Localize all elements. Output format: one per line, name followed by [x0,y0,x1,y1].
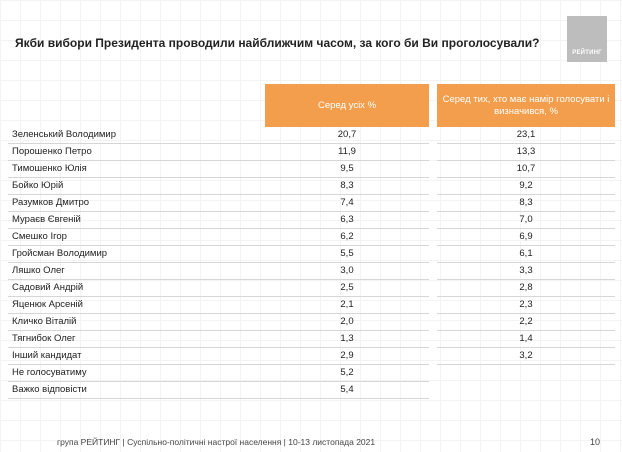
value-all-respondents: 20,7 [265,127,429,144]
candidate-name: Разумков Дмитро [8,194,265,212]
column-gap [429,195,437,212]
candidate-name: Яценюк Арсеній [8,296,265,314]
column-gap [429,229,437,246]
value-decided-voters: 3,2 [437,347,615,365]
table-row: Порошенко Петро 11,9 13,3 [8,143,615,161]
value-all-respondents: 9,5 [265,160,429,178]
header-decided-voters: Серед тих, хто має намір голосувати і ви… [437,84,615,127]
candidate-name: Садовий Андрій [8,279,265,297]
value-all-respondents: 5,4 [265,381,429,399]
value-decided-voters: 7,0 [437,211,615,229]
column-gap [429,161,437,178]
table-row: Бойко Юрій 8,3 9,2 [8,177,615,195]
value-all-respondents: 2,1 [265,296,429,314]
table-row: Важко відповісти 5,4 [8,381,615,399]
footer-source: група РЕЙТИНГ | Суспільно-політичні наст… [57,437,376,447]
value-decided-voters: 13,3 [437,143,615,161]
candidate-name: Тимошенко Юлія [8,160,265,178]
candidate-name: Тягнибок Олег [8,330,265,348]
value-decided-voters: 3,3 [437,262,615,280]
value-decided-voters [437,382,615,399]
header-gap [429,84,437,127]
value-decided-voters [437,365,615,382]
candidate-name: Не голосуватиму [8,364,265,382]
value-decided-voters: 23,1 [437,127,615,144]
table-row: Гройсман Володимир 5,5 6,1 [8,245,615,263]
table-row: Разумков Дмитро 7,4 8,3 [8,194,615,212]
column-gap [429,263,437,280]
header-all-respondents: Серед усіх % [265,84,429,127]
value-all-respondents: 11,9 [265,143,429,161]
results-table: Серед усіх % Серед тих, хто має намір го… [8,84,615,399]
candidate-name: Мураєв Євгеній [8,211,265,229]
page-number: 10 [590,437,601,447]
table-row: Садовий Андрій 2,5 2,8 [8,279,615,297]
value-decided-voters: 6,9 [437,228,615,246]
candidate-name: Інший кандидат [8,347,265,365]
candidate-name: Зеленський Володимир [8,127,265,144]
table-row: Не голосуватиму 5,2 [8,364,615,382]
table-row: Інший кандидат 2,9 3,2 [8,347,615,365]
value-decided-voters: 9,2 [437,177,615,195]
column-gap [429,348,437,365]
value-decided-voters: 2,3 [437,296,615,314]
value-all-respondents: 5,2 [265,364,429,382]
column-gap [429,365,437,382]
candidate-name: Гройсман Володимир [8,245,265,263]
value-all-respondents: 1,3 [265,330,429,348]
candidate-name: Важко відповісти [8,381,265,399]
table-header-row: Серед усіх % Серед тих, хто має намір го… [8,84,615,127]
table-row: Яценюк Арсеній 2,1 2,3 [8,296,615,314]
column-gap [429,331,437,348]
logo-text: РЕЙТИНГ [572,50,602,56]
header-blank-cell [8,84,265,127]
value-all-respondents: 7,4 [265,194,429,212]
column-gap [429,246,437,263]
column-gap [429,280,437,297]
column-gap [429,178,437,195]
value-all-respondents: 2,9 [265,347,429,365]
table-row: Ляшко Олег 3,0 3,3 [8,262,615,280]
table-body: Зеленський Володимир 20,7 23,1 Порошенко Пе… [8,127,615,399]
column-gap [429,382,437,399]
value-all-respondents: 8,3 [265,177,429,195]
column-gap [429,314,437,331]
value-all-respondents: 2,5 [265,279,429,297]
value-decided-voters: 6,1 [437,245,615,263]
table-row: Тягнибок Олег 1,3 1,4 [8,330,615,348]
column-gap [429,212,437,229]
column-gap [429,144,437,161]
value-decided-voters: 2,8 [437,279,615,297]
column-gap [429,297,437,314]
value-all-respondents: 2,0 [265,313,429,331]
rating-logo: РЕЙТИНГ [567,16,607,62]
candidate-name: Ляшко Олег [8,262,265,280]
table-row: Зеленський Володимир 20,7 23,1 [8,127,615,144]
candidate-name: Смешко Ігор [8,228,265,246]
table-row: Смешко Ігор 6,2 6,9 [8,228,615,246]
table-row: Тимошенко Юлія 9,5 10,7 [8,160,615,178]
candidate-name: Бойко Юрій [8,177,265,195]
value-decided-voters: 10,7 [437,160,615,178]
column-gap [429,127,437,144]
value-all-respondents: 6,3 [265,211,429,229]
candidate-name: Кличко Віталій [8,313,265,331]
table-row: Мураєв Євгеній 6,3 7,0 [8,211,615,229]
value-decided-voters: 8,3 [437,194,615,212]
value-all-respondents: 6,2 [265,228,429,246]
value-all-respondents: 5,5 [265,245,429,263]
value-decided-voters: 2,2 [437,313,615,331]
page-title: Якби вибори Президента проводили найближ… [15,36,540,50]
value-all-respondents: 3,0 [265,262,429,280]
table-row: Кличко Віталій 2,0 2,2 [8,313,615,331]
candidate-name: Порошенко Петро [8,143,265,161]
value-decided-voters: 1,4 [437,330,615,348]
